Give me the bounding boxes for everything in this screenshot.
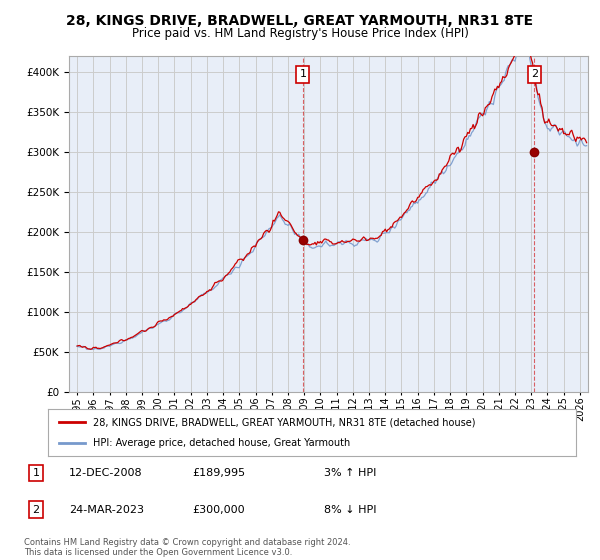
Text: 1: 1 — [299, 69, 307, 80]
Text: HPI: Average price, detached house, Great Yarmouth: HPI: Average price, detached house, Grea… — [93, 438, 350, 448]
Text: Price paid vs. HM Land Registry's House Price Index (HPI): Price paid vs. HM Land Registry's House … — [131, 27, 469, 40]
Text: 1: 1 — [32, 468, 40, 478]
Text: £300,000: £300,000 — [192, 505, 245, 515]
Text: 28, KINGS DRIVE, BRADWELL, GREAT YARMOUTH, NR31 8TE: 28, KINGS DRIVE, BRADWELL, GREAT YARMOUT… — [67, 14, 533, 28]
Text: 2: 2 — [531, 69, 538, 80]
Text: Contains HM Land Registry data © Crown copyright and database right 2024.
This d: Contains HM Land Registry data © Crown c… — [24, 538, 350, 557]
Text: 3% ↑ HPI: 3% ↑ HPI — [324, 468, 376, 478]
Text: 8% ↓ HPI: 8% ↓ HPI — [324, 505, 377, 515]
Text: 12-DEC-2008: 12-DEC-2008 — [69, 468, 143, 478]
Text: £189,995: £189,995 — [192, 468, 245, 478]
Text: 28, KINGS DRIVE, BRADWELL, GREAT YARMOUTH, NR31 8TE (detached house): 28, KINGS DRIVE, BRADWELL, GREAT YARMOUT… — [93, 417, 475, 427]
Text: 24-MAR-2023: 24-MAR-2023 — [69, 505, 144, 515]
Text: 2: 2 — [32, 505, 40, 515]
